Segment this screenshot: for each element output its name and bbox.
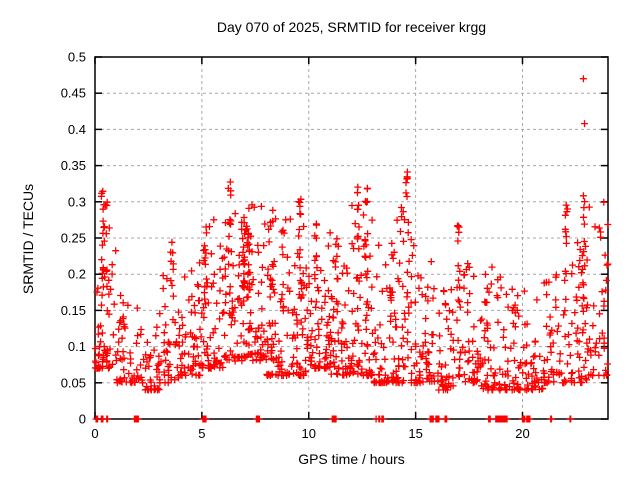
- y-tick-label: 0.45: [61, 86, 86, 101]
- y-tick-label: 0.1: [68, 339, 86, 354]
- y-tick-label: 0.2: [68, 267, 86, 282]
- x-axis-label: GPS time / hours: [298, 451, 405, 467]
- scatter-points: [91, 75, 612, 423]
- y-tick-label: 0.5: [68, 50, 86, 65]
- y-tick-label: 0.4: [68, 122, 86, 137]
- y-tick-label: 0: [79, 412, 86, 427]
- x-tick-label: 10: [302, 426, 316, 441]
- tick-labels-layer: 0 5 10 15 20 0 0.05 0.1 0.15 0.2 0.25 0.3 0.35 0.4 0.4…: [61, 50, 530, 442]
- y-tick-label: 0.25: [61, 231, 86, 246]
- x-tick-label: 0: [91, 426, 98, 441]
- x-tick-label: 15: [408, 426, 422, 441]
- y-tick-label: 0.05: [61, 375, 86, 390]
- y-tick-label: 0.3: [68, 194, 86, 209]
- chart-title: Day 070 of 2025, SRMTID for receiver krg…: [216, 19, 487, 35]
- x-tick-label: 20: [515, 426, 529, 441]
- data-points-layer: [91, 75, 612, 423]
- y-tick-label: 0.15: [61, 303, 86, 318]
- x-tick-label: 5: [198, 426, 205, 441]
- grid-layer: [95, 57, 608, 419]
- y-tick-label: 0.35: [61, 158, 86, 173]
